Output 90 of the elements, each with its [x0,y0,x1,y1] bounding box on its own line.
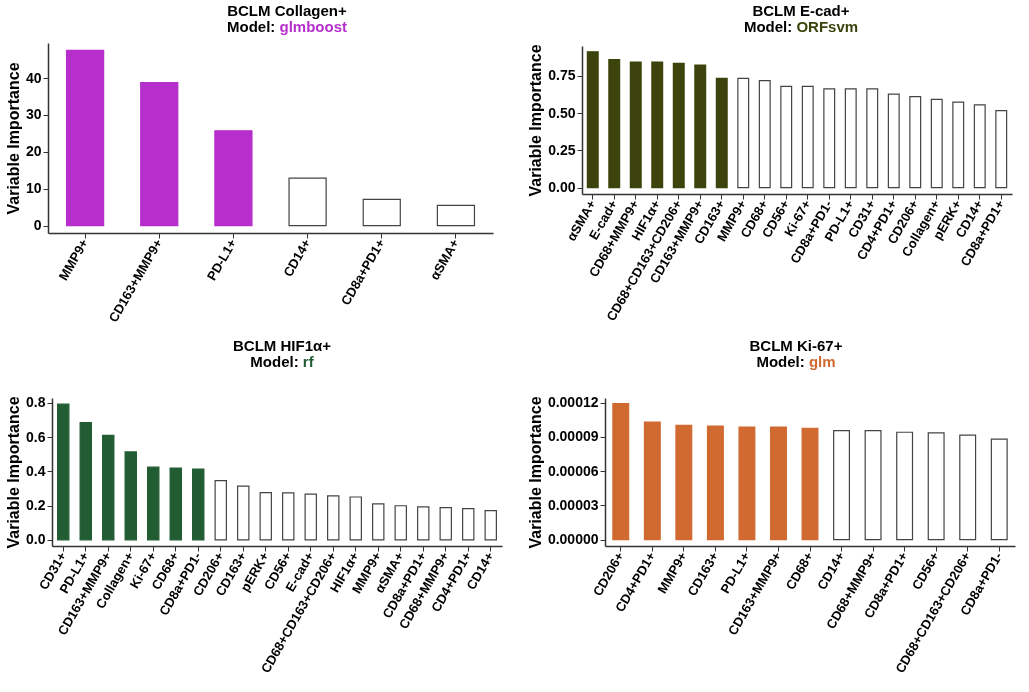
y-tick-label: 20 [25,143,42,160]
bar [844,88,857,189]
bar [930,98,943,189]
bar [629,61,642,189]
bar [169,467,182,541]
y-tick-label: 10 [25,180,42,197]
bar [372,503,385,541]
y-tick-label: 0.25 [548,141,576,158]
bar [758,79,771,189]
y-tick-label: 0.00006 [547,462,599,479]
bar [259,491,272,541]
bar [439,507,452,541]
bar [672,62,685,189]
bar [417,506,430,541]
y-tick-label: 0.00000 [547,531,599,548]
bar [995,110,1008,189]
bar [959,434,977,541]
bar [706,425,724,541]
bar [801,85,814,189]
y-tick-label: 0.0 [26,531,46,548]
bar [65,49,105,227]
y-axis-title: Variable Importance [527,44,545,197]
bar [192,468,205,541]
bar [282,492,295,541]
y-tick-label: 0 [33,217,42,234]
bar [909,96,922,189]
bar [715,77,728,189]
bar [643,421,661,541]
bar [927,432,945,541]
bar [102,434,115,541]
bar [436,204,476,227]
y-tick-label: 0.00009 [547,428,599,445]
y-tick-label: 0.4 [26,462,46,479]
bar [887,93,900,189]
bar [833,429,851,541]
chart-subtitle: Model: glmboost [227,18,347,35]
bar [362,198,401,227]
chart-title: BCLM Collagen+ [226,2,348,19]
bar [780,85,793,189]
bar [57,403,70,541]
y-axis-title: Variable Importance [4,62,22,215]
bar [214,479,227,541]
bar [864,429,882,541]
y-tick-label: 0.00003 [547,496,599,513]
chart-title: BCLM E-cad+ [751,2,851,19]
y-axis-title: Variable Importance [5,396,23,549]
chart-subtitle: Model: ORFsvm [743,18,859,35]
y-tick-label: 0.00012 [547,394,599,411]
bar [769,426,787,541]
bar [651,61,664,189]
bar [484,509,497,541]
bar [327,495,340,541]
bar [288,177,327,227]
bar [608,58,621,189]
chart-title: BCLM Ki-67+ [748,337,844,354]
bar [147,466,160,541]
bar [586,51,599,189]
bar [237,485,250,541]
bar [801,427,819,541]
bar [79,421,92,541]
y-tick-label: 0.50 [548,104,576,121]
y-tick-label: 0.75 [548,67,576,84]
bar [738,426,756,541]
bar [675,424,693,541]
y-tick-label: 0.8 [26,394,46,411]
bar [612,403,630,541]
bar [394,505,407,541]
bar [823,88,836,189]
chart-title: BCLM HIF1α+ [232,337,332,354]
bar [952,101,965,189]
bar [124,451,137,541]
y-tick-label: 40 [25,69,42,86]
bar [866,88,879,189]
bar [304,493,317,541]
y-tick-label: 0.2 [26,497,46,514]
bar [140,81,179,227]
y-tick-label: 0.00 [548,179,576,196]
bar [990,438,1008,541]
bar [214,130,253,227]
bar [896,431,914,541]
bar [462,508,475,541]
bar [694,64,707,189]
chart-subtitle: Model: rf [250,353,314,370]
bar [349,496,362,541]
bar [973,104,986,189]
y-tick-label: 30 [25,106,42,123]
y-axis-title: Variable Importance [526,396,544,549]
chart-subtitle: Model: glm [756,353,836,370]
bar [737,77,750,189]
y-tick-label: 0.6 [26,428,46,445]
